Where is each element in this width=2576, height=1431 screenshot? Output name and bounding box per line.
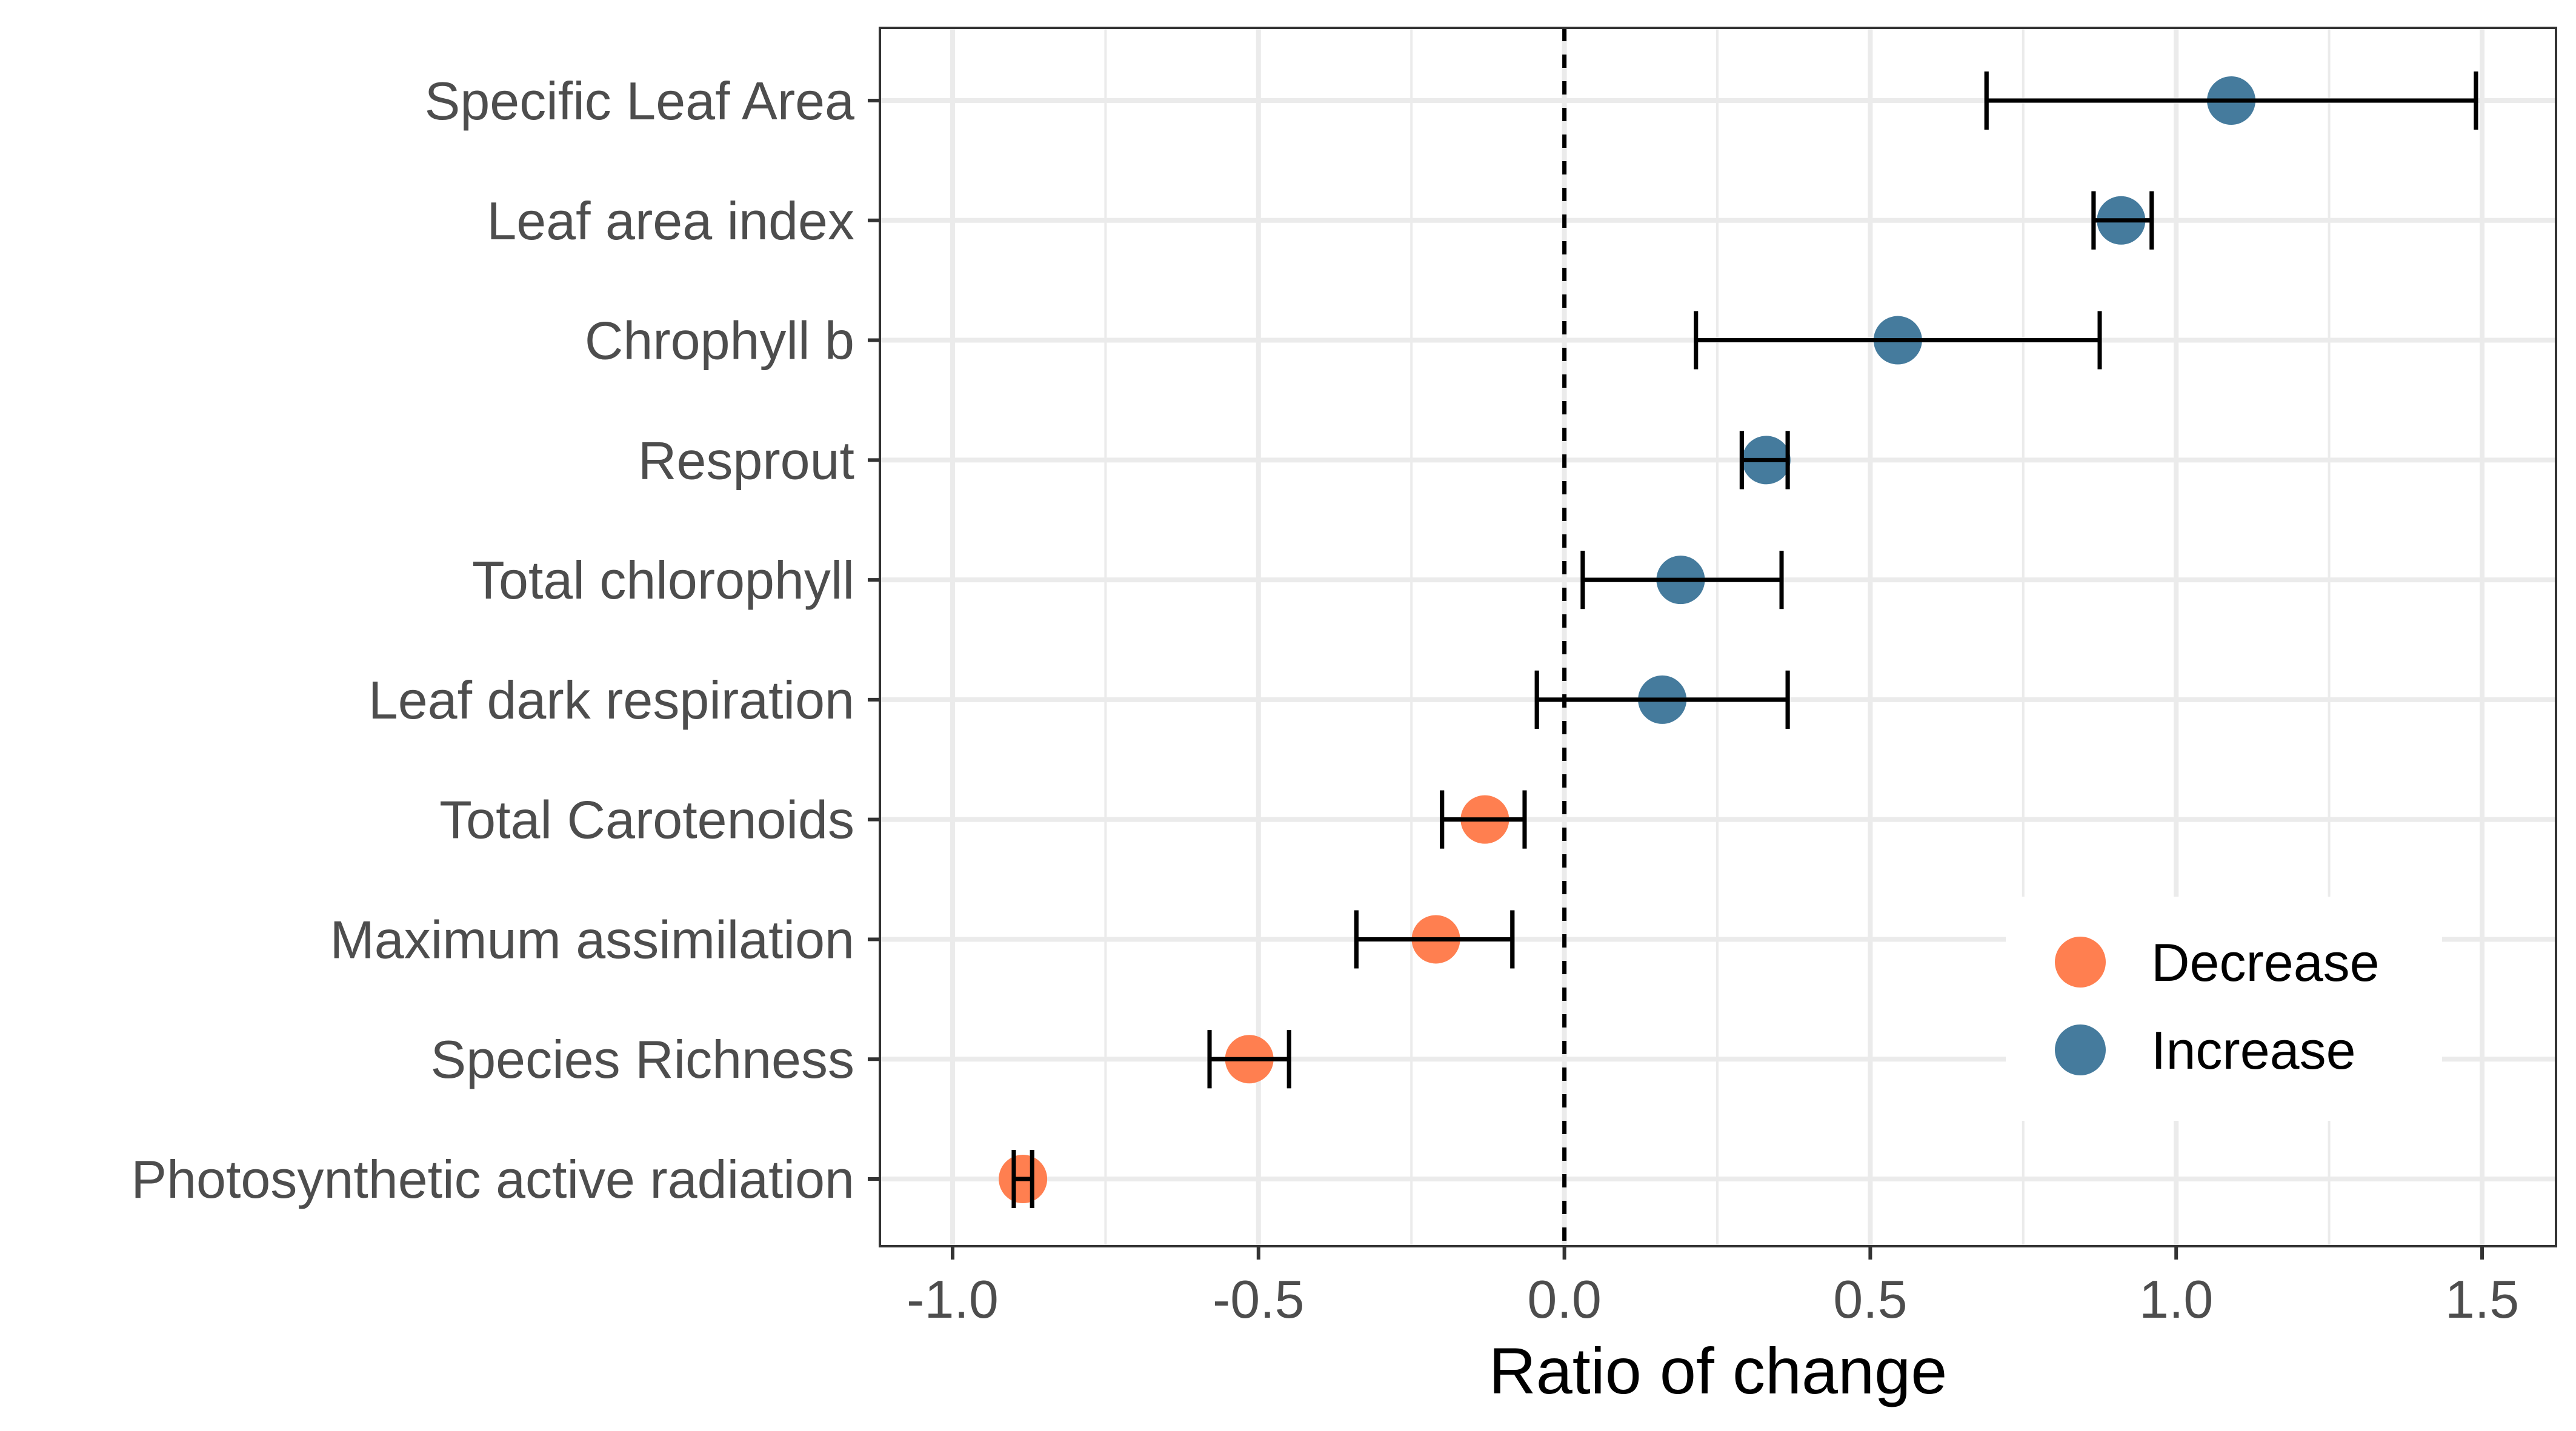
x-axis: -1.0 -0.5 0.0 0.5 1.0 1.5 <box>907 1246 2519 1329</box>
y-tick-label: Resprout <box>638 430 854 490</box>
y-tick-label: Total Carotenoids <box>439 790 854 850</box>
x-axis-title: Ratio of change <box>1489 1334 1948 1407</box>
legend-background <box>2006 897 2442 1121</box>
x-tick-label: 1.0 <box>2139 1269 2213 1329</box>
y-axis: Specific Leaf Area Leaf area index Chrophy… <box>131 71 880 1209</box>
x-tick-label: -0.5 <box>1213 1269 1305 1329</box>
y-tick-label: Specific Leaf Area <box>425 71 854 131</box>
x-tick-label: 1.5 <box>2445 1269 2519 1329</box>
legend: Decrease Increase <box>2006 897 2442 1121</box>
x-tick-label: -1.0 <box>907 1269 999 1329</box>
x-tick-label: 0.5 <box>1833 1269 1907 1329</box>
legend-key-increase <box>2055 1024 2106 1075</box>
legend-key-decrease <box>2055 937 2106 988</box>
data-marks <box>999 71 2478 1208</box>
y-tick-label: Total chlorophyll <box>472 550 854 610</box>
y-tick-label: Chrophyll b <box>585 311 854 371</box>
panel-border <box>879 27 2557 1247</box>
x-tick-label: 0.0 <box>1527 1269 1601 1329</box>
legend-label: Increase <box>2151 1020 2356 1080</box>
legend-label: Decrease <box>2151 932 2380 992</box>
y-tick-label: Leaf dark respiration <box>368 670 854 730</box>
y-tick-label: Species Richness <box>431 1029 854 1089</box>
y-tick-label: Maximum assimilation <box>330 909 854 969</box>
y-tick-label: Leaf area index <box>487 191 854 251</box>
y-tick-label: Photosynthetic active radiation <box>131 1149 854 1209</box>
